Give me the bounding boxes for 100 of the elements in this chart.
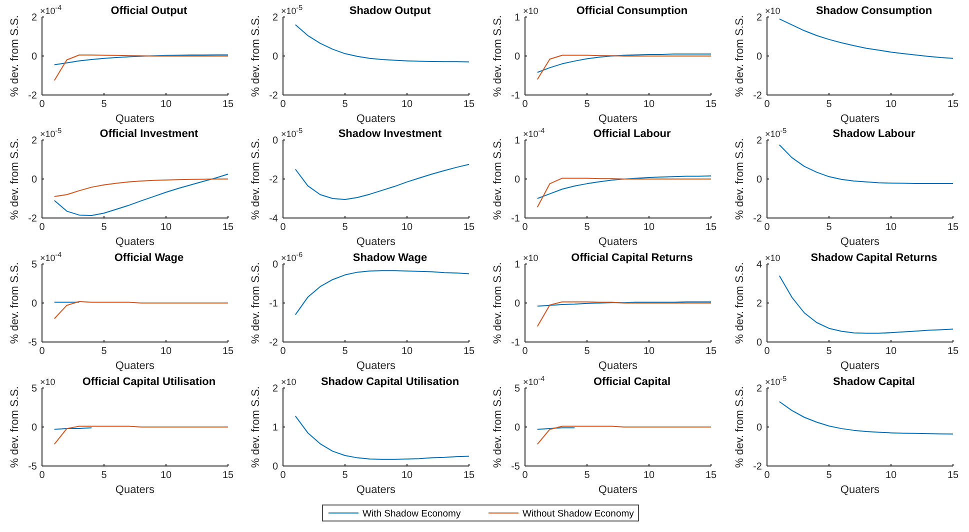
x-tick-label: 0 <box>39 222 46 233</box>
chart-title: Shadow Capital Utilisation <box>320 376 460 388</box>
y-tick-label: 0 <box>514 298 520 310</box>
y-axis-title: % dev. from S.S. <box>250 15 262 97</box>
x-tick-label: 0 <box>522 346 528 357</box>
line-series <box>778 18 954 59</box>
x-tick-label: 0 <box>522 222 528 233</box>
y-axis-title: % dev. from S.S. <box>492 15 504 97</box>
y-tick-label: 0 <box>514 52 520 62</box>
x-tick-label: 10 <box>401 470 413 481</box>
y-tick-label: 2 <box>31 12 38 24</box>
y-tick-label: 5 <box>514 384 520 394</box>
y-tick-label: 1 <box>514 260 520 270</box>
x-tick-label: 15 <box>222 222 234 233</box>
y-tick-label: -2 <box>269 338 278 348</box>
line-series <box>294 164 470 200</box>
x-tick-label: 15 <box>947 470 959 481</box>
text: ×10 <box>523 253 538 263</box>
chart-title: Official Consumption <box>576 5 688 17</box>
line-series <box>536 426 712 445</box>
x-tick-label: 5 <box>101 222 108 233</box>
y-axis-title: % dev. from S.S. <box>492 262 504 344</box>
x-tick-label: 5 <box>101 99 108 110</box>
y-tick-label: 2 <box>756 298 762 310</box>
x-axis-title: Quaters <box>115 236 156 248</box>
y-tick-label: 2 <box>31 136 38 146</box>
x-tick-label: 0 <box>280 99 286 110</box>
x-tick-label: 0 <box>764 222 770 233</box>
text: ×10$^{-4}$ <box>523 126 545 139</box>
text: ×10$^{-4}$ <box>40 2 62 16</box>
y-tick-label: 1 <box>514 12 520 24</box>
line-series <box>778 401 954 435</box>
chart-title: Official Investment <box>100 128 199 140</box>
y-axis-title: % dev. from S.S. <box>492 386 504 468</box>
line-series <box>536 54 712 80</box>
y-tick-label: 0 <box>272 136 278 146</box>
x-tick-label: 10 <box>885 470 897 481</box>
chart-title: Shadow Investment <box>338 128 442 140</box>
y-tick-label: -1 <box>269 298 278 310</box>
x-tick-label: 0 <box>764 470 770 481</box>
chart-title: Shadow Capital Returns <box>810 252 938 264</box>
chart-title: Shadow Labour <box>832 128 916 140</box>
x-tick-label: 5 <box>342 470 348 481</box>
x-tick-label: 10 <box>160 346 172 357</box>
x-tick-label: 0 <box>39 346 46 357</box>
x-tick-label: 5 <box>342 99 348 110</box>
y-tick-label: 0 <box>272 52 278 62</box>
text: ×10$^{-4}$ <box>40 250 62 263</box>
x-axis-title: Quaters <box>356 236 396 248</box>
text: ×10$^{-6}$ <box>281 250 303 263</box>
x-tick-label: 5 <box>826 470 832 481</box>
y-tick-label: -1 <box>511 90 520 102</box>
text: ×10 <box>765 253 780 263</box>
x-tick-label: 5 <box>342 222 348 233</box>
chart-title: Official Labour <box>593 128 672 140</box>
line-series <box>536 54 712 73</box>
x-tick-label: 10 <box>160 470 172 481</box>
y-tick-label: -2 <box>28 214 38 224</box>
y-axis-title: % dev. from S.S. <box>250 262 262 344</box>
y-axis-title: % dev. from S.S. <box>734 262 746 344</box>
x-axis-title: Quaters <box>115 360 156 372</box>
x-tick-label: 10 <box>885 99 897 110</box>
x-tick-label: 10 <box>643 222 655 233</box>
chart-title: Shadow Consumption <box>816 5 932 17</box>
x-tick-label: 15 <box>222 470 234 481</box>
x-tick-label: 5 <box>826 222 832 233</box>
x-axis-title: Quaters <box>840 360 880 372</box>
y-tick-label: 0 <box>272 260 278 270</box>
x-tick-label: 0 <box>280 346 286 357</box>
x-tick-label: 0 <box>764 99 770 110</box>
line-series <box>54 174 228 216</box>
line-series <box>54 426 228 445</box>
x-tick-label: 0 <box>764 346 770 357</box>
y-axis-title: % dev. from S.S. <box>734 386 746 468</box>
x-tick-label: 15 <box>705 222 717 233</box>
x-tick-label: 10 <box>885 346 897 357</box>
y-tick-label: 2 <box>272 384 278 394</box>
y-tick-label: 0 <box>31 52 38 62</box>
x-axis-title: Quaters <box>356 113 396 125</box>
x-tick-label: 10 <box>160 99 172 110</box>
x-axis-title: Quaters <box>598 236 638 248</box>
text: ×10$^{-5}$ <box>281 2 303 16</box>
text: ×10$^{-5}$ <box>765 126 787 139</box>
line-series <box>54 54 228 81</box>
y-tick-label: 2 <box>756 384 762 394</box>
text: ×10$^{-5}$ <box>765 374 787 387</box>
y-tick-label: 2 <box>756 136 762 146</box>
x-axis-title: Quaters <box>356 484 396 496</box>
chart-title: Official Capital Utilisation <box>82 376 216 388</box>
y-tick-label: -1 <box>511 338 520 348</box>
y-tick-label: -5 <box>28 338 38 348</box>
x-tick-label: 15 <box>705 99 717 110</box>
y-tick-label: -2 <box>753 214 762 224</box>
line-series <box>294 416 470 460</box>
y-tick-label: 0 <box>31 298 38 310</box>
legend-label: With Shadow Economy <box>362 508 461 520</box>
text: ×10 <box>40 377 56 387</box>
line-series <box>294 24 470 62</box>
legend-label: Without Shadow Economy <box>522 508 634 520</box>
x-axis-title: Quaters <box>840 484 880 496</box>
